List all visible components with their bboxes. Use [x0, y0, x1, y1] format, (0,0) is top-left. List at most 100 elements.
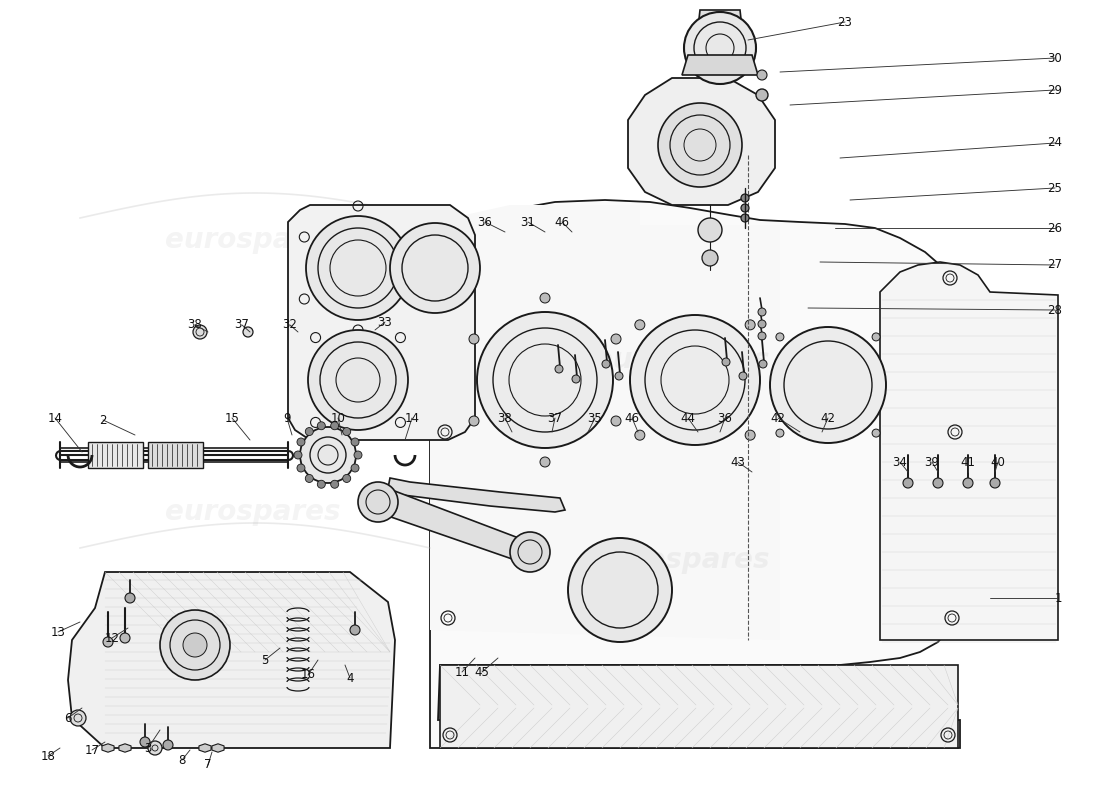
Circle shape [615, 372, 623, 380]
Text: 28: 28 [1047, 303, 1063, 317]
Polygon shape [880, 262, 1058, 640]
Text: 12: 12 [104, 631, 120, 645]
Text: 13: 13 [51, 626, 65, 638]
Circle shape [343, 427, 351, 435]
Text: 17: 17 [85, 743, 99, 757]
Text: 25: 25 [1047, 182, 1063, 194]
Bar [148, 442, 204, 468]
Circle shape [477, 312, 613, 448]
Text: 45: 45 [474, 666, 490, 678]
Circle shape [756, 89, 768, 101]
Text: 11: 11 [454, 666, 470, 678]
Text: 42: 42 [821, 411, 836, 425]
Polygon shape [430, 205, 780, 640]
Text: 14: 14 [47, 411, 63, 425]
Text: 5: 5 [262, 654, 268, 666]
Text: 18: 18 [41, 750, 55, 762]
Circle shape [331, 422, 339, 430]
Circle shape [297, 438, 305, 446]
Circle shape [568, 538, 672, 642]
Text: 36: 36 [477, 215, 493, 229]
Polygon shape [682, 55, 758, 75]
Circle shape [684, 12, 756, 84]
Text: 39: 39 [925, 455, 939, 469]
Circle shape [758, 332, 766, 340]
Text: 37: 37 [548, 411, 562, 425]
Circle shape [306, 427, 313, 435]
Circle shape [903, 478, 913, 488]
Circle shape [635, 430, 645, 440]
Circle shape [722, 358, 730, 366]
Circle shape [602, 360, 610, 368]
Circle shape [572, 375, 580, 383]
Circle shape [990, 478, 1000, 488]
Polygon shape [430, 200, 960, 748]
Circle shape [120, 633, 130, 643]
Circle shape [306, 216, 410, 320]
Polygon shape [628, 78, 775, 205]
Text: 29: 29 [1047, 83, 1063, 97]
Circle shape [350, 625, 360, 635]
Circle shape [351, 464, 359, 472]
Circle shape [192, 325, 207, 339]
Text: 33: 33 [377, 315, 393, 329]
Circle shape [776, 333, 784, 341]
Text: 24: 24 [1047, 137, 1063, 150]
Circle shape [160, 610, 230, 680]
Circle shape [243, 327, 253, 337]
Text: 46: 46 [554, 215, 570, 229]
Circle shape [317, 422, 326, 430]
Text: eurospares: eurospares [594, 546, 770, 574]
Text: eurospares: eurospares [165, 226, 341, 254]
Polygon shape [199, 744, 211, 752]
Text: 34: 34 [892, 455, 907, 469]
Polygon shape [68, 572, 395, 748]
Circle shape [308, 330, 408, 430]
Circle shape [294, 451, 302, 459]
Text: 10: 10 [331, 411, 345, 425]
Circle shape [610, 334, 621, 344]
Circle shape [306, 474, 313, 482]
Circle shape [343, 474, 351, 482]
Circle shape [635, 320, 645, 330]
Text: 2: 2 [99, 414, 107, 426]
Polygon shape [102, 744, 114, 752]
Circle shape [872, 333, 880, 341]
Circle shape [610, 416, 621, 426]
Circle shape [358, 482, 398, 522]
Circle shape [103, 637, 113, 647]
Circle shape [759, 360, 767, 368]
Circle shape [758, 320, 766, 328]
Circle shape [125, 593, 135, 603]
Circle shape [698, 218, 722, 242]
Text: 16: 16 [300, 669, 316, 682]
Text: 14: 14 [405, 411, 419, 425]
Text: 35: 35 [587, 411, 603, 425]
Text: 44: 44 [681, 411, 695, 425]
Circle shape [163, 740, 173, 750]
Circle shape [390, 223, 480, 313]
Circle shape [70, 710, 86, 726]
Circle shape [540, 293, 550, 303]
Circle shape [317, 480, 326, 488]
Circle shape [757, 70, 767, 80]
Text: 32: 32 [283, 318, 297, 331]
Polygon shape [365, 490, 544, 560]
Text: 31: 31 [520, 215, 536, 229]
Circle shape [741, 194, 749, 202]
Text: 27: 27 [1047, 258, 1063, 271]
Text: 6: 6 [64, 711, 72, 725]
Text: 26: 26 [1047, 222, 1063, 234]
Text: 38: 38 [497, 411, 513, 425]
Text: 30: 30 [1047, 51, 1063, 65]
Text: 15: 15 [224, 411, 240, 425]
Circle shape [148, 741, 162, 755]
Circle shape [776, 429, 784, 437]
Text: 7: 7 [205, 758, 211, 771]
Circle shape [510, 532, 550, 572]
Text: 4: 4 [346, 671, 354, 685]
Polygon shape [388, 478, 565, 512]
Circle shape [745, 320, 756, 330]
Polygon shape [119, 744, 131, 752]
Circle shape [300, 427, 356, 483]
